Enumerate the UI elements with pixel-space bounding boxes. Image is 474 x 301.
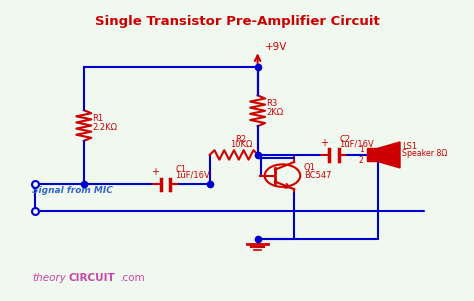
Text: R2: R2: [236, 135, 246, 144]
Text: Signal from MIC: Signal from MIC: [32, 186, 113, 195]
Text: +9V: +9V: [264, 42, 287, 52]
Text: BC547: BC547: [304, 171, 331, 180]
Polygon shape: [377, 142, 400, 168]
Text: 2.2KΩ: 2.2KΩ: [92, 123, 117, 132]
Text: Speaker 8Ω: Speaker 8Ω: [402, 148, 448, 157]
Text: C2: C2: [339, 135, 351, 144]
Text: 2: 2: [359, 156, 364, 165]
Text: .com: .com: [119, 272, 145, 283]
Text: 10KΩ: 10KΩ: [230, 140, 252, 149]
Text: Q1: Q1: [304, 163, 316, 172]
Text: +: +: [152, 167, 159, 177]
Polygon shape: [367, 148, 377, 161]
Text: 2KΩ: 2KΩ: [266, 108, 283, 117]
Text: +: +: [319, 138, 328, 147]
Text: 1: 1: [359, 145, 364, 154]
Text: 1uF/16V: 1uF/16V: [339, 140, 374, 149]
Text: R1: R1: [92, 114, 103, 123]
Text: R3: R3: [266, 99, 277, 108]
Text: LS1: LS1: [402, 142, 418, 151]
Text: theory: theory: [32, 272, 66, 283]
Text: Single Transistor Pre-Amplifier Circuit: Single Transistor Pre-Amplifier Circuit: [95, 15, 379, 29]
Text: CIRCUIT: CIRCUIT: [69, 272, 116, 283]
Text: 1uF/16V: 1uF/16V: [175, 170, 210, 179]
Text: C1: C1: [175, 165, 186, 174]
